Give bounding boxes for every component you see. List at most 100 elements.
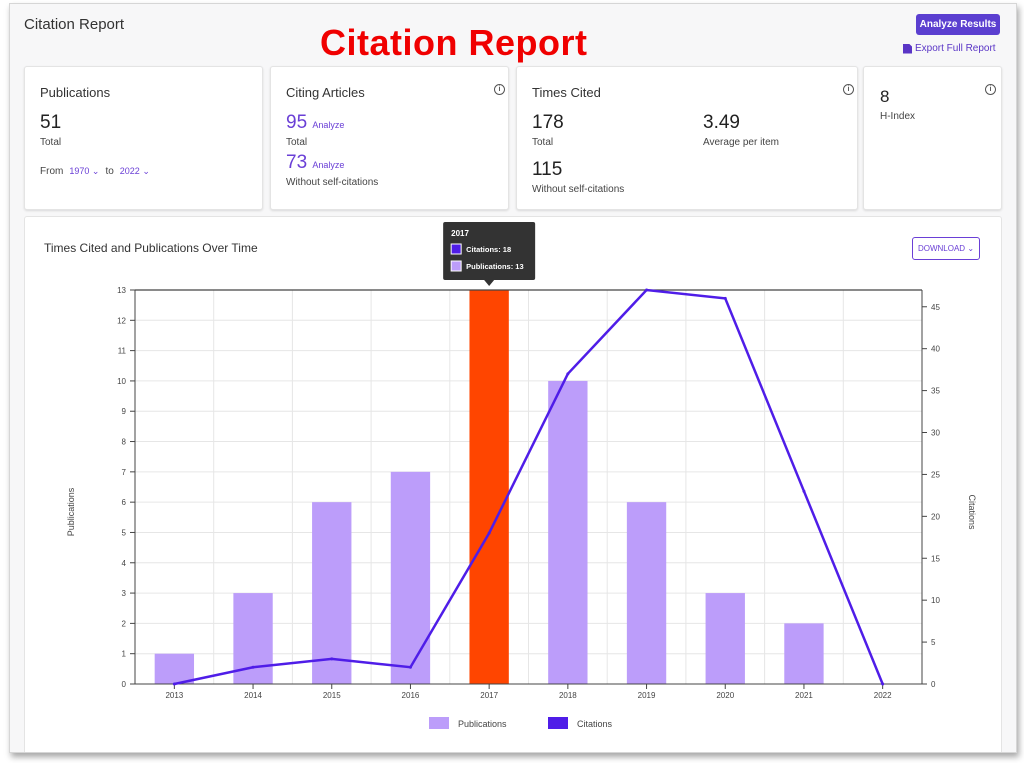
x-tick-label: 2021 (795, 691, 813, 700)
y-tick-label: 2 (122, 619, 127, 628)
bar-publications-2015 (312, 502, 352, 684)
y-tick-label: 9 (122, 407, 127, 416)
point-citations-2016 (408, 665, 412, 669)
x-tick-label: 2020 (716, 691, 734, 700)
info-icon[interactable]: i (843, 84, 854, 95)
bar-publications-2016 (390, 471, 431, 684)
info-icon[interactable]: i (494, 84, 505, 95)
point-citations-2015 (330, 657, 334, 661)
to-year-select[interactable]: 2022 ⌄ (119, 166, 150, 176)
chevron-down-icon: ⌄ (91, 166, 100, 176)
citing-analyze-link[interactable]: Analyze (312, 120, 345, 130)
export-full-report-link[interactable]: Export Full Report (903, 43, 996, 54)
y-tick-label: 7 (122, 468, 127, 477)
legend-label-publications: Publications (458, 719, 507, 729)
legend-swatch-publications (429, 717, 449, 729)
x-tick-label: 2018 (559, 691, 577, 700)
citing-articles-card: Citing Articles i 95 Analyze Total 73 An… (270, 66, 509, 210)
point-citations-2019 (645, 288, 649, 292)
x-tick-label: 2017 (480, 691, 498, 700)
banner-title: Citation Report (320, 22, 588, 63)
y-tick-label: 5 (122, 528, 127, 537)
point-citations-2022 (881, 682, 885, 686)
chevron-down-icon: ⌄ (142, 166, 150, 176)
page-title: Citation Report (24, 16, 125, 33)
x-tick-label: 2015 (323, 691, 341, 700)
h-index-label: H-Index (880, 111, 916, 122)
y2-tick-label: 5 (931, 638, 936, 647)
tooltip-pointer (484, 280, 495, 286)
times-cited-card: Times Cited i 178 Total 3.49 Average per… (516, 66, 858, 210)
publications-value: 51 (40, 112, 62, 133)
y2-tick-label: 0 (931, 680, 936, 689)
times-cited-total: 178 (532, 112, 564, 133)
y2-tick-label: 10 (931, 596, 940, 605)
bar-publications-2018 (548, 380, 588, 684)
bar-publications-2020 (705, 593, 745, 684)
bar-publications-2019 (626, 502, 667, 684)
y2-tick-label: 20 (931, 512, 940, 521)
y-tick-label: 1 (122, 650, 127, 659)
point-citations-2013 (172, 682, 176, 686)
y-tick-label: 12 (117, 316, 126, 325)
tooltip-swatch-citations (450, 243, 462, 255)
publications-title: Publications (40, 85, 111, 100)
chart-card: Times Cited and Publications Over Time D… (24, 216, 1002, 752)
publications-sub: Total (40, 137, 62, 148)
bar-publications-2021 (784, 623, 824, 684)
times-cited-noself: 115 (532, 159, 563, 180)
legend-swatch-citations (548, 717, 568, 729)
info-icon[interactable]: i (985, 84, 996, 95)
point-citations-2021 (802, 489, 806, 493)
x-tick-label: 2022 (874, 691, 892, 700)
download-button[interactable]: DOWNLOAD ⌄ (912, 237, 980, 260)
citing-title: Citing Articles (286, 85, 365, 100)
y2-tick-label: 15 (931, 554, 940, 563)
x-tick-label: 2016 (402, 691, 420, 700)
export-icon (903, 43, 912, 54)
y2-axis-title: Citations (967, 494, 977, 530)
times-cited-total-sub: Total (532, 137, 554, 148)
y-tick-label: 3 (122, 589, 127, 598)
h-index-value: 8 (880, 87, 890, 106)
times-cited-title: Times Cited (532, 85, 601, 100)
point-citations-2014 (251, 665, 255, 669)
y-tick-label: 13 (117, 286, 126, 295)
y-axis-title: Publications (66, 487, 76, 536)
legend-label-citations: Citations (577, 719, 613, 729)
year-range: From 1970 ⌄ to 2022 ⌄ (40, 166, 150, 177)
combo-chart: 0123456789101112130510152025303540452013… (66, 222, 977, 729)
y2-tick-label: 40 (931, 345, 940, 354)
citing-total-sub: Total (286, 137, 308, 148)
analyze-results-button[interactable]: Analyze Results (916, 14, 1000, 35)
report-frame: Citation Report Citation Report Analyze … (9, 3, 1017, 753)
point-citations-2020 (723, 296, 727, 300)
citing-noself-analyze-link[interactable]: Analyze (312, 160, 345, 170)
line-citations (174, 288, 884, 686)
bar-publications-2013 (154, 653, 195, 684)
y-tick-label: 8 (122, 438, 127, 447)
chart-title: Times Cited and Publications Over Time (44, 241, 258, 255)
times-cited-avg-sub: Average per item (703, 137, 779, 148)
y2-tick-label: 30 (931, 429, 940, 438)
to-label: to (105, 166, 114, 177)
export-label: Export Full Report (915, 43, 996, 54)
chevron-down-icon: ⌄ (967, 244, 975, 253)
tooltip-title: 2017 (451, 229, 469, 238)
times-cited-noself-sub: Without self-citations (532, 184, 625, 195)
y2-tick-label: 35 (931, 387, 940, 396)
y2-tick-label: 45 (931, 303, 940, 312)
x-tick-label: 2019 (638, 691, 656, 700)
from-year-select[interactable]: 1970 ⌄ (69, 166, 100, 176)
tooltip-box (443, 222, 536, 280)
tooltip-swatch-publications (450, 260, 462, 272)
y-tick-label: 0 (122, 680, 127, 689)
x-tick-label: 2014 (244, 691, 262, 700)
point-citations-2018 (566, 372, 570, 376)
citing-total-value: 95 Analyze (286, 112, 345, 133)
citing-noself-sub: Without self-citations (286, 177, 379, 188)
h-index-card: 8 i H-Index (863, 66, 1002, 210)
y2-tick-label: 25 (931, 470, 940, 479)
y-tick-label: 10 (117, 377, 126, 386)
bar-publications-2017 (469, 290, 509, 684)
